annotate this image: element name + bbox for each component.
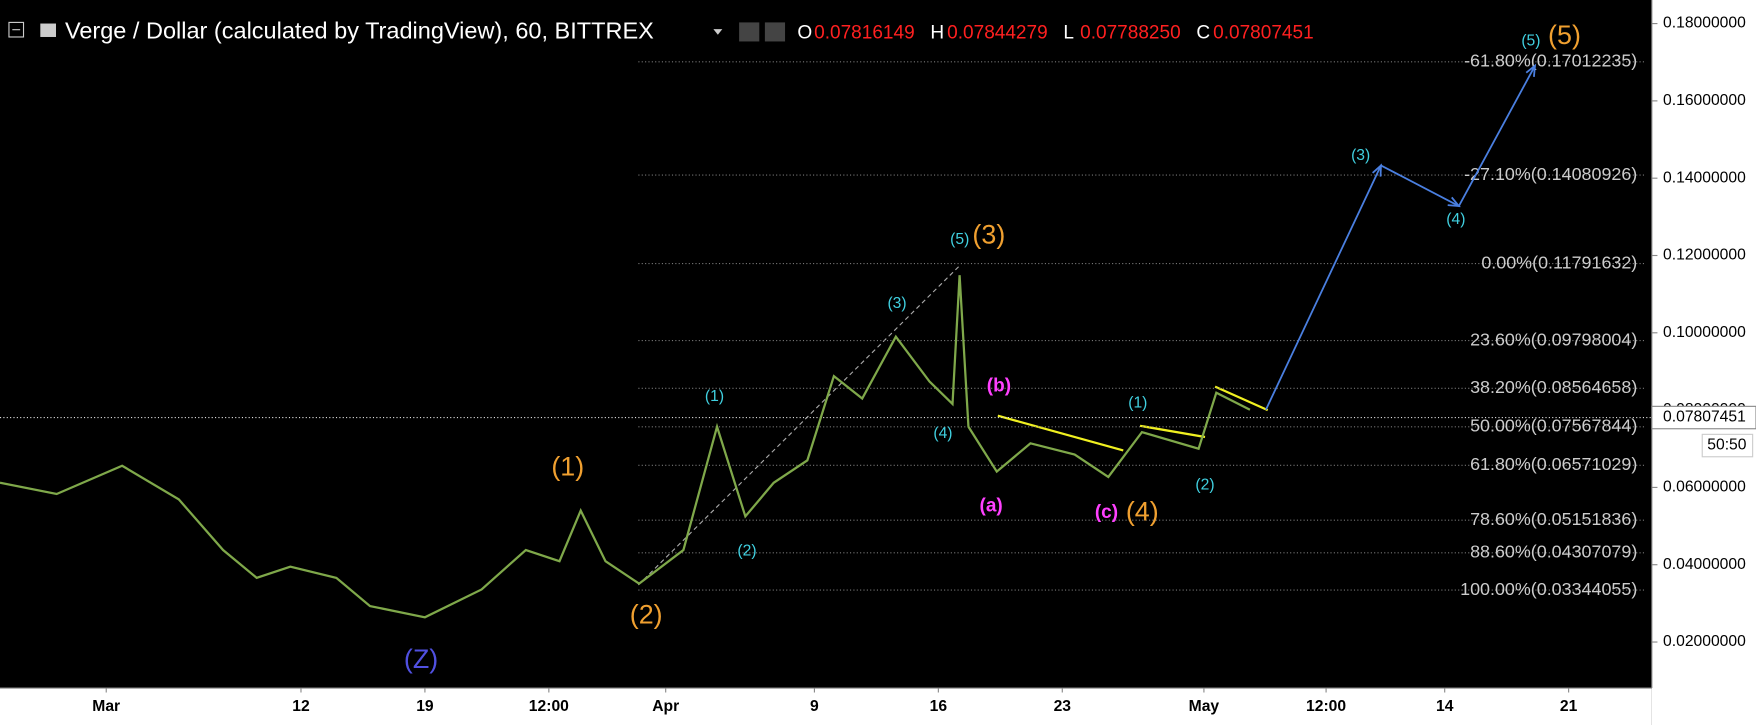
fib-label: 38.20%(0.08564658) — [1470, 377, 1637, 397]
x-tick-label: May — [1189, 698, 1220, 715]
fib-label: 78.60%(0.05151836) — [1470, 509, 1637, 529]
x-axis-band — [0, 688, 1652, 725]
wave-label: (2) — [630, 599, 663, 629]
y-tick-label: 0.10000000 — [1663, 324, 1746, 341]
x-tick-label: 21 — [1560, 698, 1578, 715]
fib-label: 0.00%(0.11791632) — [1481, 252, 1637, 272]
wave-label: (3) — [887, 295, 906, 312]
wave-label: (2) — [1195, 476, 1214, 493]
y-axis-band — [1651, 0, 1756, 725]
ohlc-value: 0.07807451 — [1213, 23, 1314, 44]
price-line — [0, 275, 1251, 619]
wave-label: (b) — [987, 376, 1011, 397]
header: Verge / Dollar (calculated by TradingVie… — [8, 18, 786, 44]
last-price-label: 0.07807451 — [1663, 409, 1746, 426]
projection-line — [1265, 65, 1536, 411]
arrow-head — [1525, 63, 1537, 77]
ohlc-value: 0.07844279 — [947, 23, 1048, 44]
fib-label: -27.10%(0.14080926) — [1464, 164, 1637, 184]
x-tick-label: 12:00 — [1306, 698, 1346, 715]
x-tick-label: 9 — [810, 698, 819, 715]
wave-label: (5) — [950, 231, 969, 248]
x-tick-label: 19 — [416, 698, 434, 715]
fib-label: -61.80%(0.17012235) — [1464, 50, 1637, 70]
wave-label: (3) — [1351, 147, 1370, 164]
wave-label: (1) — [705, 388, 724, 405]
wave-label: (2) — [737, 542, 756, 559]
wave-label: (5) — [1548, 20, 1581, 50]
y-tick-label: 0.18000000 — [1663, 15, 1746, 32]
fib-label: 61.80%(0.06571029) — [1470, 454, 1637, 474]
y-tick-label: 0.16000000 — [1663, 92, 1746, 109]
arrow-head — [1447, 196, 1461, 208]
trend-line — [1139, 424, 1206, 439]
trend-line — [637, 265, 961, 586]
x-tick-label: 12 — [292, 698, 310, 715]
countdown: 50:50 — [1707, 437, 1746, 454]
x-tick-label: Apr — [652, 698, 679, 715]
chart-title: Verge / Dollar (calculated by TradingVie… — [65, 18, 654, 44]
y-tick-label: 0.12000000 — [1663, 247, 1746, 264]
wave-label: (4) — [1126, 496, 1159, 526]
dropdown-arrow[interactable] — [713, 29, 723, 35]
icon[interactable] — [739, 22, 760, 42]
y-tick-label: 0.02000000 — [1663, 633, 1746, 650]
wave-label: (c) — [1095, 502, 1118, 523]
icon[interactable] — [764, 22, 786, 42]
fib-label: 88.60%(0.04307079) — [1470, 542, 1637, 562]
wave-label: (4) — [933, 425, 952, 442]
wave-label: (1) — [551, 451, 584, 481]
last-price-box — [1651, 405, 1756, 430]
y-tick-label: 0.06000000 — [1663, 479, 1746, 496]
y-tick-label: 0.14000000 — [1663, 169, 1746, 186]
wave-label: (Z) — [404, 644, 438, 674]
collapse-icon[interactable] — [8, 21, 25, 38]
ohlc-key: O — [797, 23, 812, 44]
wave-label: (1) — [1128, 395, 1147, 412]
fib-label: 50.00%(0.07567844) — [1470, 416, 1637, 436]
ohlc-value: 0.07788250 — [1080, 23, 1181, 44]
x-tick-label: 23 — [1054, 698, 1072, 715]
countdown-box — [1701, 433, 1754, 458]
ohlc-key: H — [930, 23, 944, 44]
x-tick-label: 14 — [1436, 698, 1454, 715]
ohlc-key: C — [1196, 23, 1210, 44]
wave-label: (4) — [1446, 211, 1465, 228]
trend-line — [997, 414, 1124, 452]
ohlc-key: L — [1063, 23, 1074, 44]
wave-label: (3) — [972, 220, 1005, 250]
x-tick-label: Mar — [92, 698, 120, 715]
fib-label: 23.60%(0.09798004) — [1470, 329, 1637, 349]
symbol-icon — [40, 23, 56, 37]
fib-label: 100.00%(0.03344055) — [1460, 579, 1637, 599]
x-tick-label: 12:00 — [529, 698, 569, 715]
wave-label: (a) — [979, 496, 1002, 517]
arrow-head — [1372, 163, 1382, 177]
wave-label: (5) — [1521, 33, 1540, 50]
x-tick-label: 16 — [930, 698, 948, 715]
ohlc-value: 0.07816149 — [814, 23, 915, 44]
y-tick-label: 0.04000000 — [1663, 556, 1746, 573]
trend-line — [1214, 385, 1269, 412]
